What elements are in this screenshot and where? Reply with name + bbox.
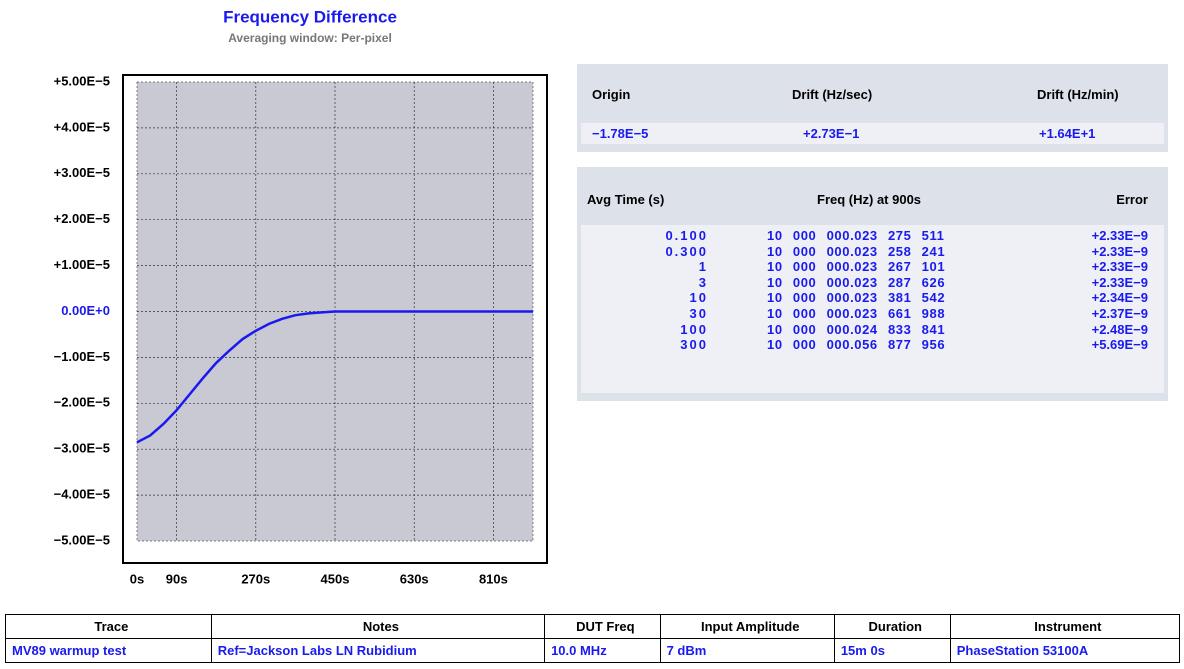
cell: 10 000 000.056 877 956	[767, 337, 946, 353]
trace-line	[136, 310, 533, 444]
header: Drift (Hz/min)	[1037, 87, 1119, 102]
cell: 0.300	[665, 243, 708, 259]
cell: 3	[698, 274, 708, 290]
header-cell: Duration	[833, 614, 951, 639]
cell: +2.33E−9	[1091, 228, 1148, 243]
cell: +2.34E−9	[1091, 290, 1148, 306]
cell: +2.33E−9	[1091, 274, 1148, 290]
header-cell: Input Amplitude	[659, 614, 835, 639]
header-row: Trace Notes DUT Freq Input Amplitude Duratio…	[5, 614, 1181, 639]
header: Freq (Hz) at 900s	[817, 192, 922, 207]
avg-panel: Avg Time (s) Freq (Hz) at 900s Error 0.1…	[577, 167, 1168, 401]
y-tick-label: +3.00E−5	[54, 165, 110, 180]
header-cell: Instrument	[949, 614, 1181, 639]
header: Error	[1116, 192, 1148, 207]
cell: 10 000 000.023 275 511	[767, 228, 945, 243]
cell: 10.0 MHz	[544, 638, 661, 663]
cell: +2.33E−9	[1091, 259, 1148, 275]
cell: Ref=Jackson Labs LN Rubidium	[210, 638, 546, 663]
header: Drift (Hz/sec)	[792, 87, 873, 102]
chart-subtitle: Averaging window: Per-pixel	[228, 31, 392, 45]
drift-panel: Origin Drift (Hz/sec) Drift (Hz/min) −1.…	[577, 64, 1168, 152]
cell: 0.100	[665, 228, 708, 243]
chart-title: Frequency Difference	[223, 7, 397, 26]
y-tick-label: 0.00E+0	[61, 303, 110, 318]
data-row: MV89 warmup test Ref=Jackson Labs LN Rubi…	[5, 638, 1181, 663]
header: Avg Time (s)	[587, 192, 665, 207]
y-tick-label: −2.00E−5	[54, 395, 110, 410]
trace-table: Trace Notes DUT Freq Input Amplitude Duratio…	[5, 614, 1181, 663]
header-cell: Notes	[210, 614, 546, 639]
cell: 15m 0s	[833, 638, 951, 663]
x-tick-label: 450s	[321, 571, 350, 586]
cell: MV89 warmup test	[5, 638, 212, 663]
header-cell: Trace	[5, 614, 212, 639]
row-bg	[581, 123, 1164, 144]
cell: PhaseStation 53100A	[949, 638, 1181, 663]
rows-bg	[581, 225, 1164, 393]
cell: +2.33E−9	[1091, 243, 1148, 259]
y-tick-label: −1.00E−5	[54, 349, 110, 364]
x-tick-label: 90s	[166, 571, 188, 586]
y-tick-label: +5.00E−5	[54, 73, 110, 88]
cell: 30	[689, 306, 708, 321]
cell: 10	[689, 290, 708, 306]
y-tick-label: +1.00E−5	[54, 257, 110, 272]
cell: 300	[680, 337, 708, 353]
cell: 7 dBm	[659, 638, 835, 663]
cell: +1.64E+1	[1039, 126, 1096, 141]
y-tick-label: +2.00E−5	[54, 211, 110, 226]
x-tick-label: 630s	[400, 571, 429, 586]
cell: 10 000 000.023 267 101	[767, 259, 946, 275]
cell: −1.78E−5	[592, 126, 649, 141]
header-cell: DUT Freq	[544, 614, 661, 639]
header: Origin	[592, 87, 631, 102]
cell: 10 000 000.023 287 626	[767, 274, 946, 290]
y-tick-label: −5.00E−5	[54, 532, 110, 547]
cell: +5.69E−9	[1091, 337, 1148, 353]
cell: +2.73E−1	[803, 126, 860, 141]
cell: 10 000 000.023 381 542	[767, 290, 946, 306]
y-tick-label: −4.00E−5	[54, 487, 110, 502]
cell: 10 000 000.024 833 841	[767, 321, 946, 337]
x-tick-label: 270s	[241, 571, 270, 586]
y-tick-label: +4.00E−5	[54, 119, 110, 134]
cell: +2.37E−9	[1091, 306, 1148, 321]
y-tick-label: −3.00E−5	[54, 441, 110, 456]
chart: Frequency Difference Averaging window: P…	[54, 7, 548, 586]
cell: 10 000 000.023 661 988	[767, 306, 946, 321]
x-tick-label: 810s	[479, 571, 508, 586]
cell: 100	[680, 321, 708, 337]
cell: 1	[698, 259, 708, 275]
cell: 10 000 000.023 258 241	[767, 243, 946, 259]
x-tick-label: 0s	[130, 571, 144, 586]
cell: +2.48E−9	[1091, 321, 1148, 337]
